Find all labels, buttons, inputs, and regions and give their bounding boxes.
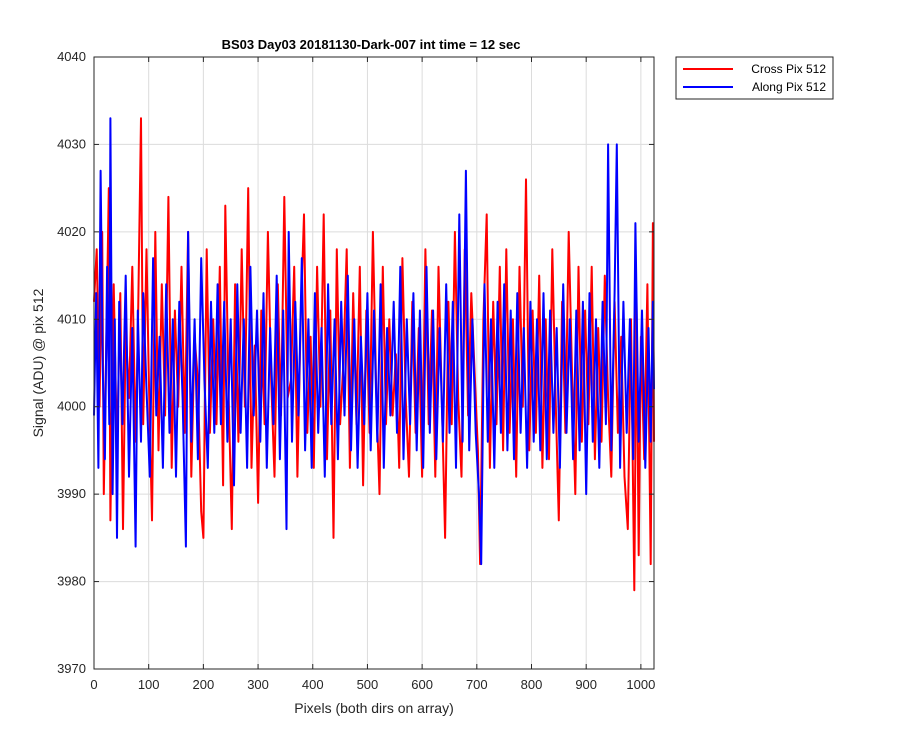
y-tick-label: 4000 xyxy=(57,399,86,414)
x-tick-label: 100 xyxy=(138,677,160,692)
y-tick-label: 3980 xyxy=(57,574,86,589)
x-tick-label: 400 xyxy=(302,677,324,692)
chart-title: BS03 Day03 20181130-Dark-007 int time = … xyxy=(222,37,521,52)
y-axis-title: Signal (ADU) @ pix 512 xyxy=(30,288,46,437)
legend-box xyxy=(675,56,834,100)
legend: Cross Pix 512 Along Pix 512 xyxy=(675,56,834,100)
x-tick-label: 600 xyxy=(411,677,433,692)
y-tick-label: 4030 xyxy=(57,136,86,151)
x-tick-label: 300 xyxy=(247,677,269,692)
x-axis-title: Pixels (both dirs on array) xyxy=(294,700,454,716)
legend-label-along: Along Pix 512 xyxy=(752,80,826,94)
x-tick-label: 200 xyxy=(193,677,215,692)
x-tick-label: 1000 xyxy=(626,677,655,692)
x-tick-label: 0 xyxy=(90,677,97,692)
x-tick-label: 700 xyxy=(466,677,488,692)
plot-frame xyxy=(93,56,655,670)
series-layer xyxy=(93,117,655,592)
legend-label-cross: Cross Pix 512 xyxy=(751,62,826,76)
x-tick-label: 800 xyxy=(521,677,543,692)
y-tick-label: 4020 xyxy=(57,224,86,239)
ticks: 0 100 200 300 400 500 600 700 800 900 1000 3970 3980… xyxy=(57,49,655,692)
series-line-along-pix-512 xyxy=(93,117,655,566)
y-tick-label: 4010 xyxy=(57,311,86,326)
y-tick-label: 3970 xyxy=(57,661,86,676)
x-tick-label: 500 xyxy=(357,677,379,692)
y-tick-label: 3990 xyxy=(57,486,86,501)
x-tick-label: 900 xyxy=(575,677,597,692)
y-tick-label: 4040 xyxy=(57,49,86,64)
